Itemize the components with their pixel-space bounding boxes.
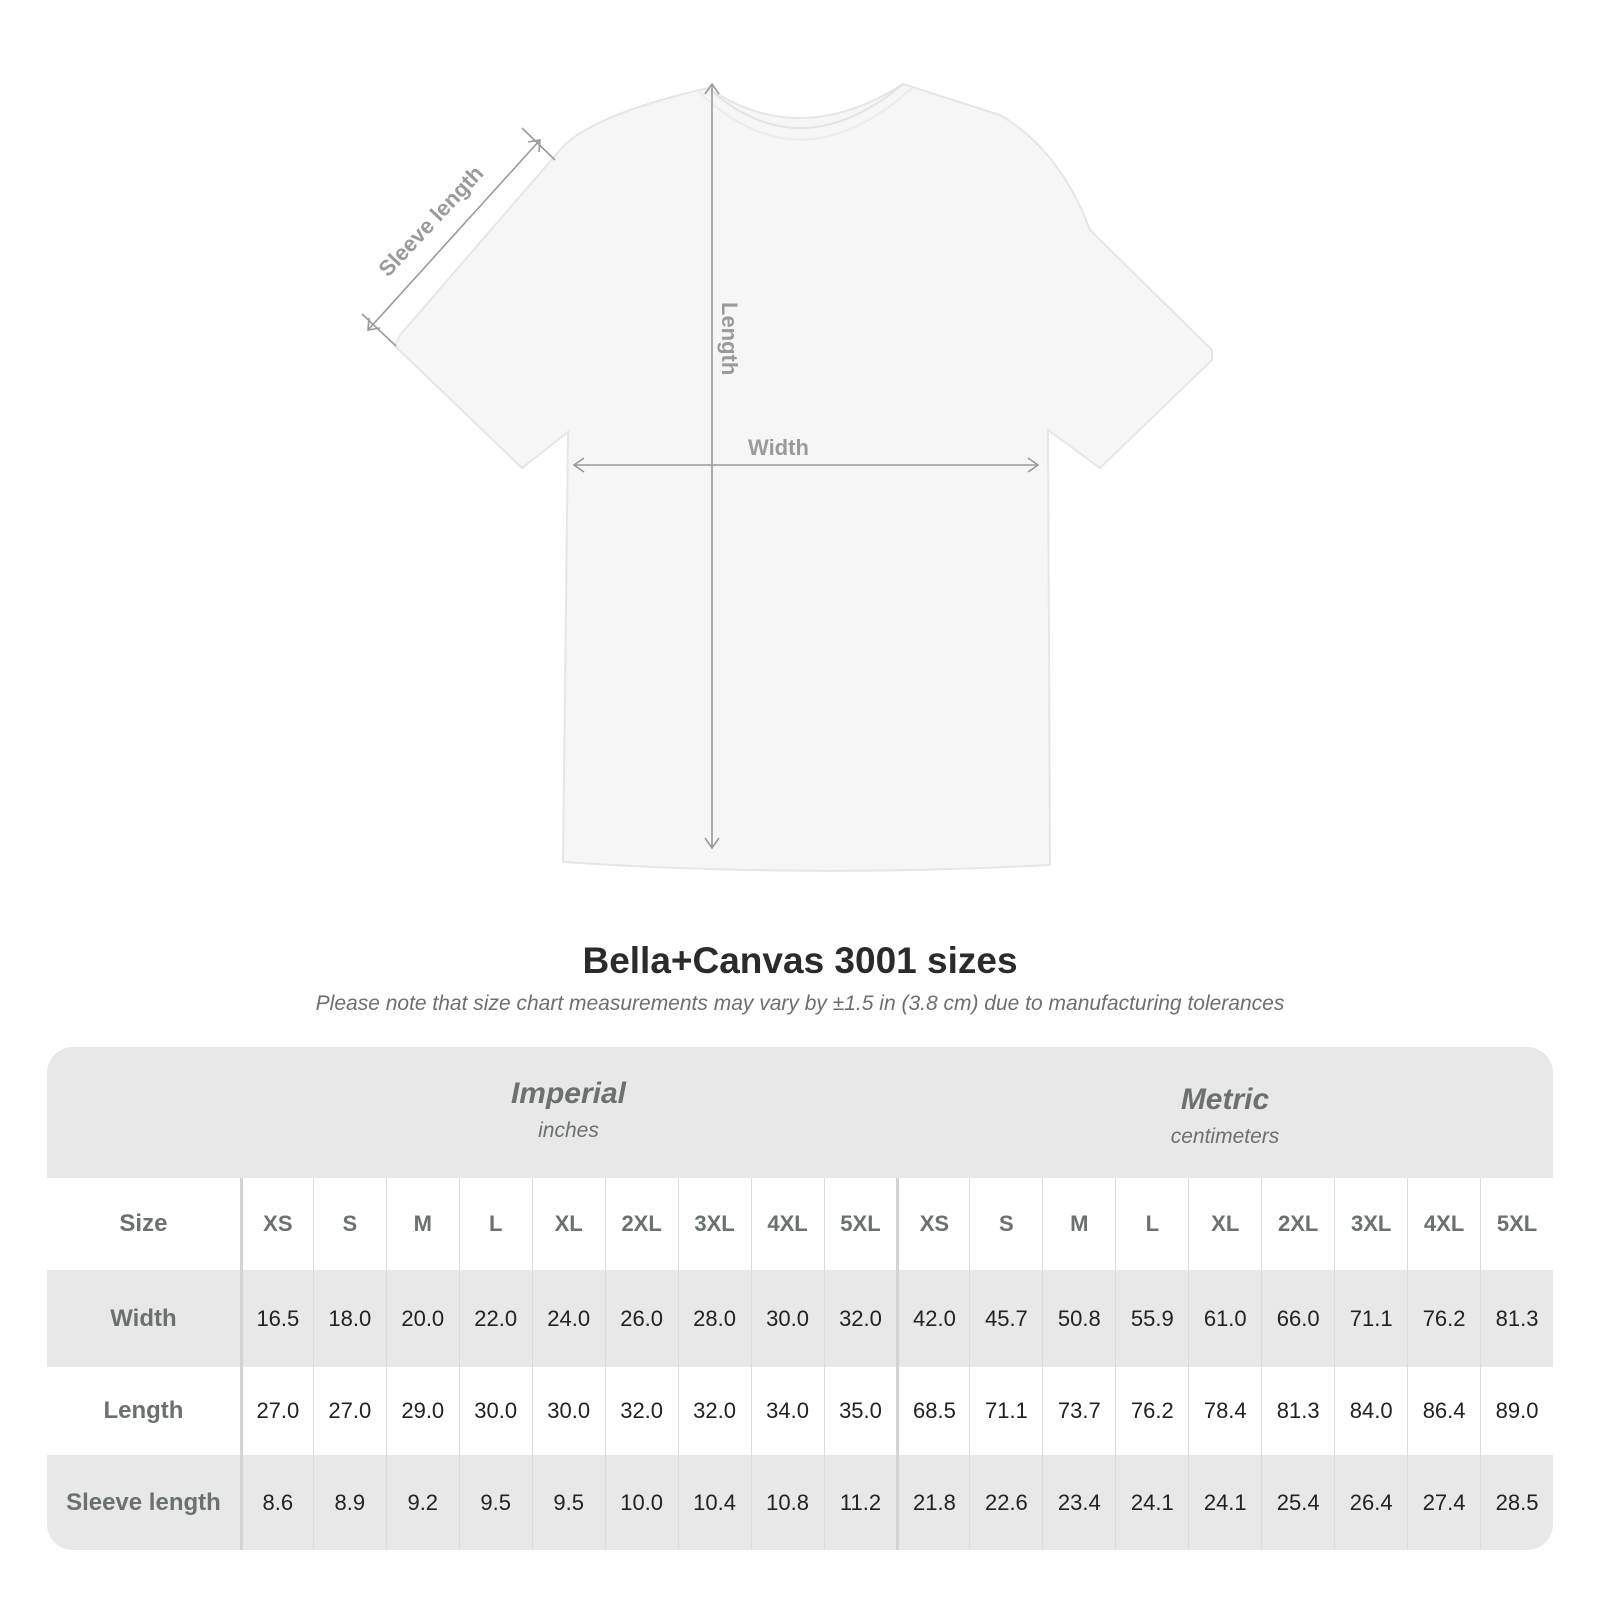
measurement-cell: 18.0 — [312, 1270, 386, 1367]
measurement-cell: 42.0 — [896, 1270, 969, 1367]
measurement-cell: 10.0 — [604, 1455, 678, 1550]
imperial-title: Imperial — [510, 1077, 627, 1110]
measurement-cell: 89.0 — [1480, 1367, 1553, 1455]
measurement-cell: 16.5 — [239, 1270, 313, 1367]
measurement-cell: 25.4 — [1261, 1455, 1334, 1550]
measurement-cell: 61.0 — [1188, 1270, 1261, 1367]
tshirt-diagram: Sleeve length Length Width — [361, 82, 1213, 872]
measurement-cell: 28.5 — [1480, 1455, 1553, 1550]
size-header-cell: L — [458, 1178, 532, 1270]
table-row-width: Width 16.5 18.0 20.0 22.0 24.0 26.0 28.0 30.0 32.… — [47, 1270, 1553, 1367]
measurement-cell: 21.8 — [896, 1455, 969, 1550]
tshirt-shape — [393, 82, 1213, 872]
size-header-cell: XL — [1188, 1178, 1261, 1270]
metric-unit: centimeters — [1170, 1125, 1280, 1148]
tolerance-note: Please note that size chart measurements… — [315, 992, 1285, 1015]
measurement-cell: 26.4 — [1334, 1455, 1407, 1550]
measurement-cell: 66.0 — [1261, 1270, 1334, 1367]
size-header-cell: S — [969, 1178, 1042, 1270]
measurement-cell: 32.0 — [823, 1270, 897, 1367]
size-header-cell: XS — [896, 1178, 969, 1270]
row-label: Width — [110, 1304, 177, 1332]
measurement-cell: 10.4 — [677, 1455, 751, 1550]
measurement-cell: 32.0 — [604, 1367, 678, 1455]
measurement-cell: 24.1 — [1115, 1455, 1188, 1550]
measurement-cell: 76.2 — [1115, 1367, 1188, 1455]
measurement-cell: 22.0 — [458, 1270, 532, 1367]
size-header-cell: 4XL — [750, 1178, 824, 1270]
size-header-cell: 5XL — [1480, 1178, 1553, 1270]
measurement-cell: 8.9 — [312, 1455, 386, 1550]
size-header-cell: M — [1042, 1178, 1115, 1270]
measurement-cell: 24.1 — [1188, 1455, 1261, 1550]
measurement-cell: 50.8 — [1042, 1270, 1115, 1367]
measurement-cell: 32.0 — [677, 1367, 751, 1455]
measurement-cell: 8.6 — [239, 1455, 313, 1550]
measurement-cell: 73.7 — [1042, 1367, 1115, 1455]
size-table: Imperial inches Metric centimeters Size X… — [47, 1047, 1553, 1550]
measurement-cell: 86.4 — [1407, 1367, 1480, 1455]
measurement-cell: 30.0 — [531, 1367, 605, 1455]
size-header-cell: XL — [531, 1178, 605, 1270]
size-header-cell: 2XL — [604, 1178, 678, 1270]
measurement-cell: 27.4 — [1407, 1455, 1480, 1550]
size-header-cell: XS — [239, 1178, 313, 1270]
metric-title: Metric — [1180, 1083, 1270, 1116]
measurement-cell: 28.0 — [677, 1270, 751, 1367]
length-label: Length — [717, 302, 742, 375]
measurement-cell: 35.0 — [823, 1367, 897, 1455]
measurement-cell: 78.4 — [1188, 1367, 1261, 1455]
measurement-cell: 81.3 — [1480, 1270, 1553, 1367]
page-title: Bella+Canvas 3001 sizes — [582, 940, 1018, 981]
measurement-cell: 9.5 — [458, 1455, 532, 1550]
measurement-cell: 81.3 — [1261, 1367, 1334, 1455]
table-row-length: Length 27.0 27.0 29.0 30.0 30.0 32.0 32.0 34.0 35… — [47, 1367, 1553, 1455]
measurement-cell: 71.1 — [1334, 1270, 1407, 1367]
measurement-cell: 27.0 — [312, 1367, 386, 1455]
measurement-cell: 30.0 — [750, 1270, 824, 1367]
size-header-cell: 5XL — [823, 1178, 897, 1270]
size-header-cell: L — [1115, 1178, 1188, 1270]
size-header-cell: 3XL — [1334, 1178, 1407, 1270]
measurement-cell: 84.0 — [1334, 1367, 1407, 1455]
measurement-cell: 71.1 — [969, 1367, 1042, 1455]
measurement-cell: 34.0 — [750, 1367, 824, 1455]
table-row-sleeve-length: Sleeve length 8.6 8.9 9.2 9.5 9.5 10.0 10.4 10.8… — [47, 1455, 1553, 1550]
metric-header: Metric centimeters — [897, 1083, 1553, 1149]
sleeve-arrow — [367, 139, 541, 331]
measurement-cell: 68.5 — [896, 1367, 969, 1455]
row-label: Sleeve length — [66, 1488, 221, 1516]
row-label: Length — [103, 1397, 184, 1424]
size-header-cell: S — [312, 1178, 386, 1270]
size-header-cell: 3XL — [677, 1178, 751, 1270]
row-label: Size — [119, 1210, 168, 1237]
size-header-cell: 2XL — [1261, 1178, 1334, 1270]
measurement-cell: 45.7 — [969, 1270, 1042, 1367]
measurement-cell: 9.5 — [531, 1455, 605, 1550]
measurement-cell: 10.8 — [750, 1455, 824, 1550]
size-header-cell: 4XL — [1407, 1178, 1480, 1270]
measurement-cell: 20.0 — [385, 1270, 459, 1367]
unit-header: Imperial inches Metric centimeters — [47, 1047, 1553, 1178]
measurement-cell: 23.4 — [1042, 1455, 1115, 1550]
measurement-cell: 27.0 — [239, 1367, 313, 1455]
measurement-cell: 11.2 — [823, 1455, 897, 1550]
imperial-unit: inches — [538, 1119, 599, 1142]
size-header-cell: M — [385, 1178, 459, 1270]
width-label: Width — [748, 435, 809, 460]
measurement-cell: 9.2 — [385, 1455, 459, 1550]
measurement-cell: 76.2 — [1407, 1270, 1480, 1367]
measurement-cell: 26.0 — [604, 1270, 678, 1367]
measurement-cell: 55.9 — [1115, 1270, 1188, 1367]
size-row: Size XS S M L XL 2XL 3XL 4XL 5XL XS S M L XL 2XL 3XL 4XL 5… — [47, 1178, 1553, 1270]
measurement-cell: 30.0 — [458, 1367, 532, 1455]
measurement-cell: 22.6 — [969, 1455, 1042, 1550]
imperial-header: Imperial inches — [240, 1077, 897, 1143]
measurement-cell: 29.0 — [385, 1367, 459, 1455]
measurement-cell: 24.0 — [531, 1270, 605, 1367]
